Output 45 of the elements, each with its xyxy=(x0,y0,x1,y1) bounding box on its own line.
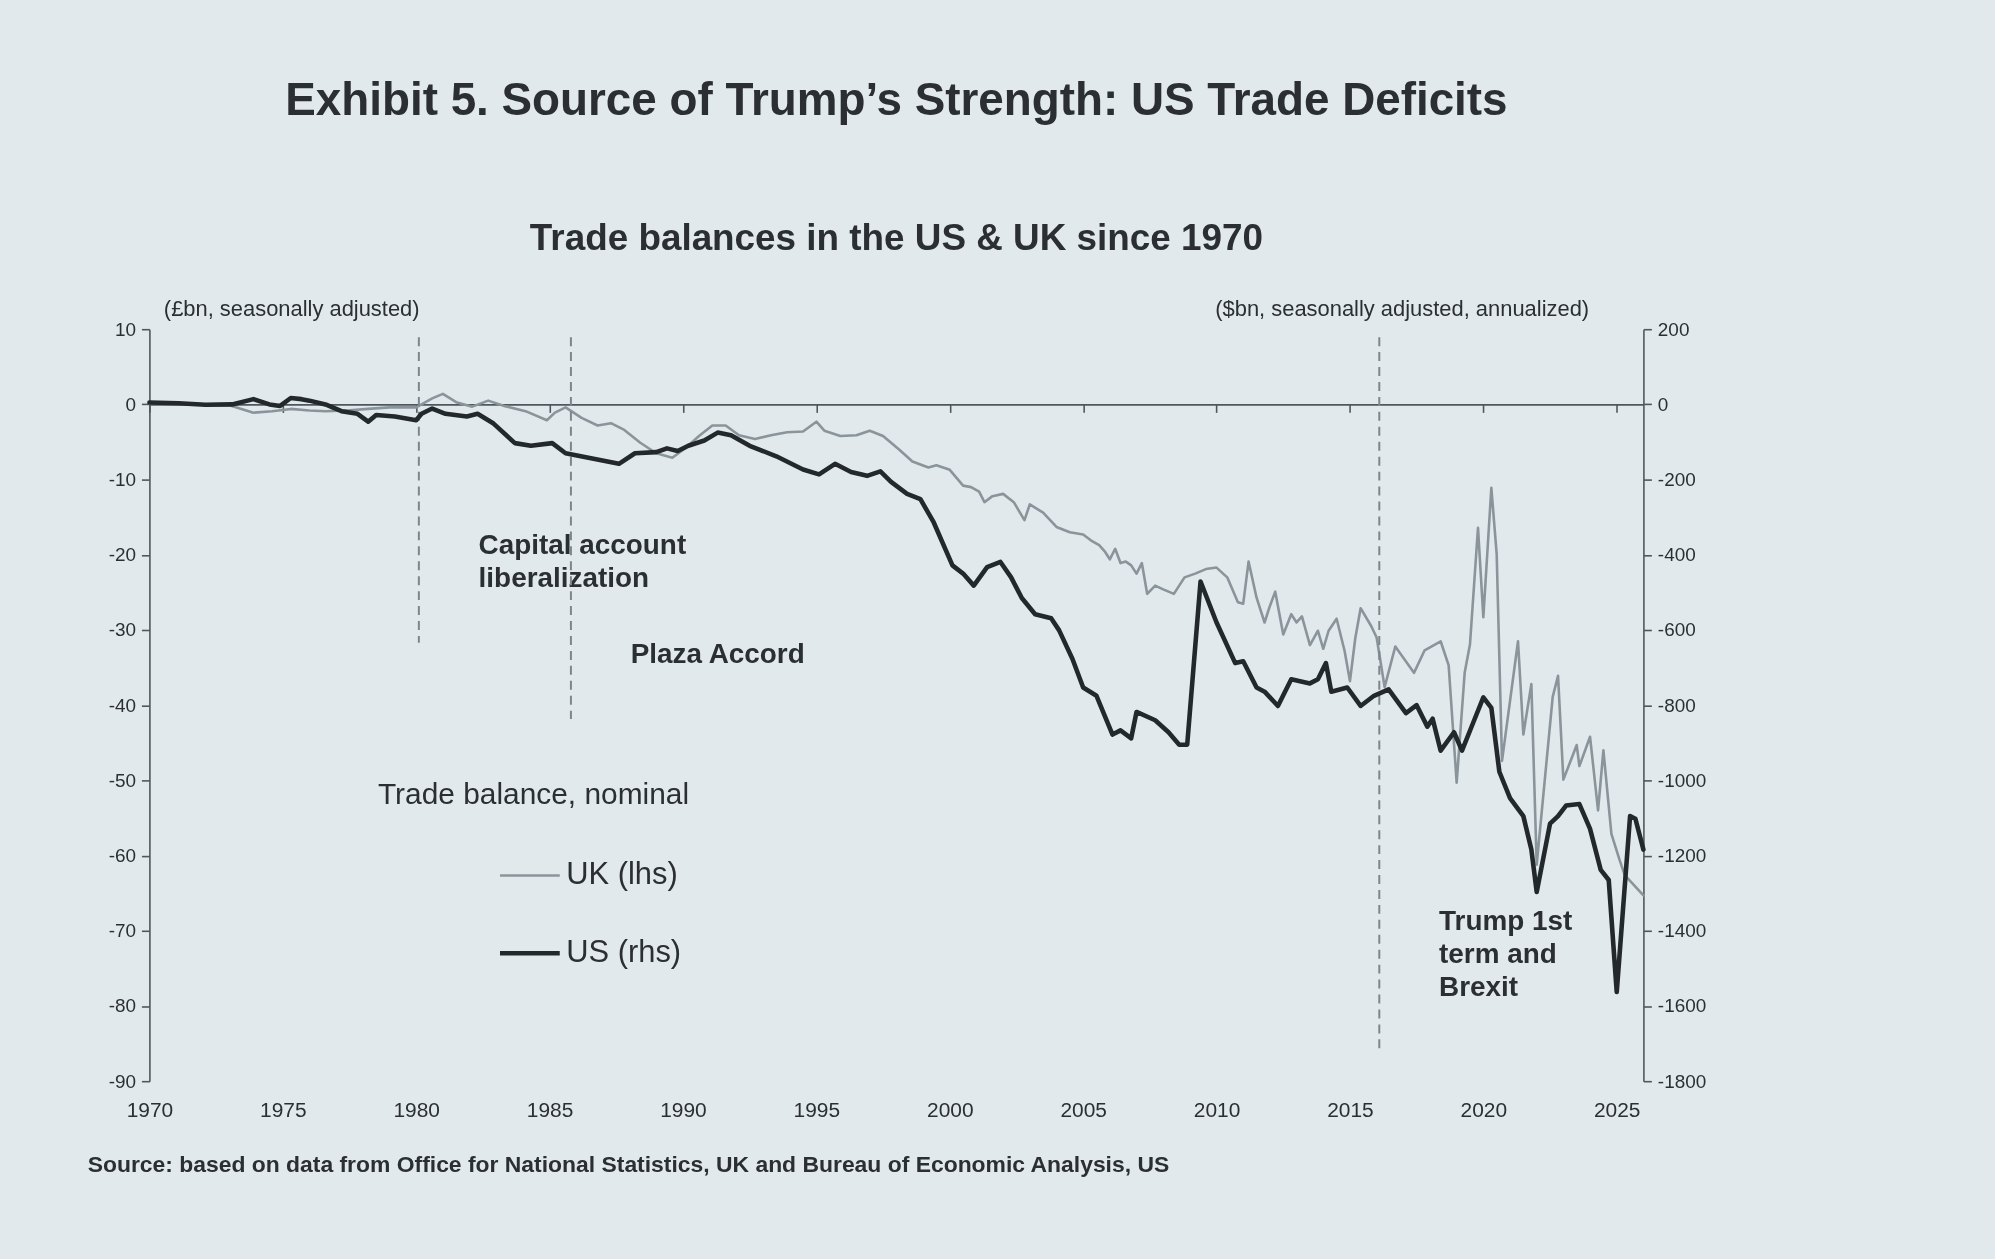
x-tick-label: 1975 xyxy=(260,1097,307,1121)
x-tick-label: 1980 xyxy=(393,1097,440,1121)
legend-label: US (rhs) xyxy=(566,934,682,970)
ref-line-label: Trump 1st term and Brexit xyxy=(1439,905,1573,1002)
y2-tick-label: -1600 xyxy=(1657,995,1707,1017)
y-tick-label: -30 xyxy=(108,619,136,641)
y-tick-label: -20 xyxy=(108,544,136,566)
y2-tick-label: -1800 xyxy=(1657,1070,1707,1092)
x-tick-label: 2000 xyxy=(927,1097,974,1121)
y2-tick-label: -600 xyxy=(1657,619,1696,641)
y2-tick-label: -800 xyxy=(1657,694,1696,716)
y-tick-label: -70 xyxy=(108,920,136,942)
x-tick-label: 2015 xyxy=(1327,1097,1374,1121)
y-tick-label: -40 xyxy=(108,694,136,716)
y2-tick-label: -1000 xyxy=(1657,769,1707,791)
y2-axis-title: ($bn, seasonally adjusted, annualized) xyxy=(1215,295,1590,321)
x-tick-label: 2010 xyxy=(1193,1097,1241,1121)
source-note: Source: based on data from Office for National Statistics, UK and Bureau of Economic Analysis, US xyxy=(87,1150,1170,1177)
y-tick-label: -90 xyxy=(108,1070,136,1092)
legend-label: UK (lhs) xyxy=(566,856,678,892)
x-tick-label: 1970 xyxy=(126,1097,174,1121)
x-tick-label: 1985 xyxy=(526,1097,574,1121)
y2-tick-label: -200 xyxy=(1657,469,1696,491)
y-tick-label: -80 xyxy=(108,995,136,1017)
ref-line-label: Capital account liberalization xyxy=(478,529,687,594)
y2-tick-label: 200 xyxy=(1657,318,1690,340)
y-tick-label: -60 xyxy=(108,845,136,867)
y-tick-label: 10 xyxy=(114,318,136,340)
y-axis-title: (£bn, seasonally adjusted) xyxy=(163,295,420,321)
x-tick-label: 1995 xyxy=(793,1097,841,1121)
y2-tick-label: -1400 xyxy=(1657,920,1707,942)
legend-title: Trade balance, nominal xyxy=(377,777,690,811)
x-tick-label: 2005 xyxy=(1060,1097,1107,1121)
chart-subtitle: Trade balances in the US & UK since 1970 xyxy=(529,216,1263,258)
y2-tick-label: -1200 xyxy=(1657,845,1707,867)
chart-title: Exhibit 5. Source of Trump’s Strength: US Trade Deficits xyxy=(285,74,1508,126)
y-tick-label: 0 xyxy=(125,393,136,415)
x-tick-label: 2025 xyxy=(1593,1097,1641,1121)
x-tick-label: 2020 xyxy=(1460,1097,1508,1121)
y-tick-label: -10 xyxy=(108,469,136,491)
y-tick-label: -50 xyxy=(108,769,136,791)
x-tick-label: 1990 xyxy=(660,1097,707,1121)
y2-tick-label: 0 xyxy=(1657,393,1669,415)
ref-line-label: Plaza Accord xyxy=(630,638,805,670)
y2-tick-label: -400 xyxy=(1657,544,1696,566)
